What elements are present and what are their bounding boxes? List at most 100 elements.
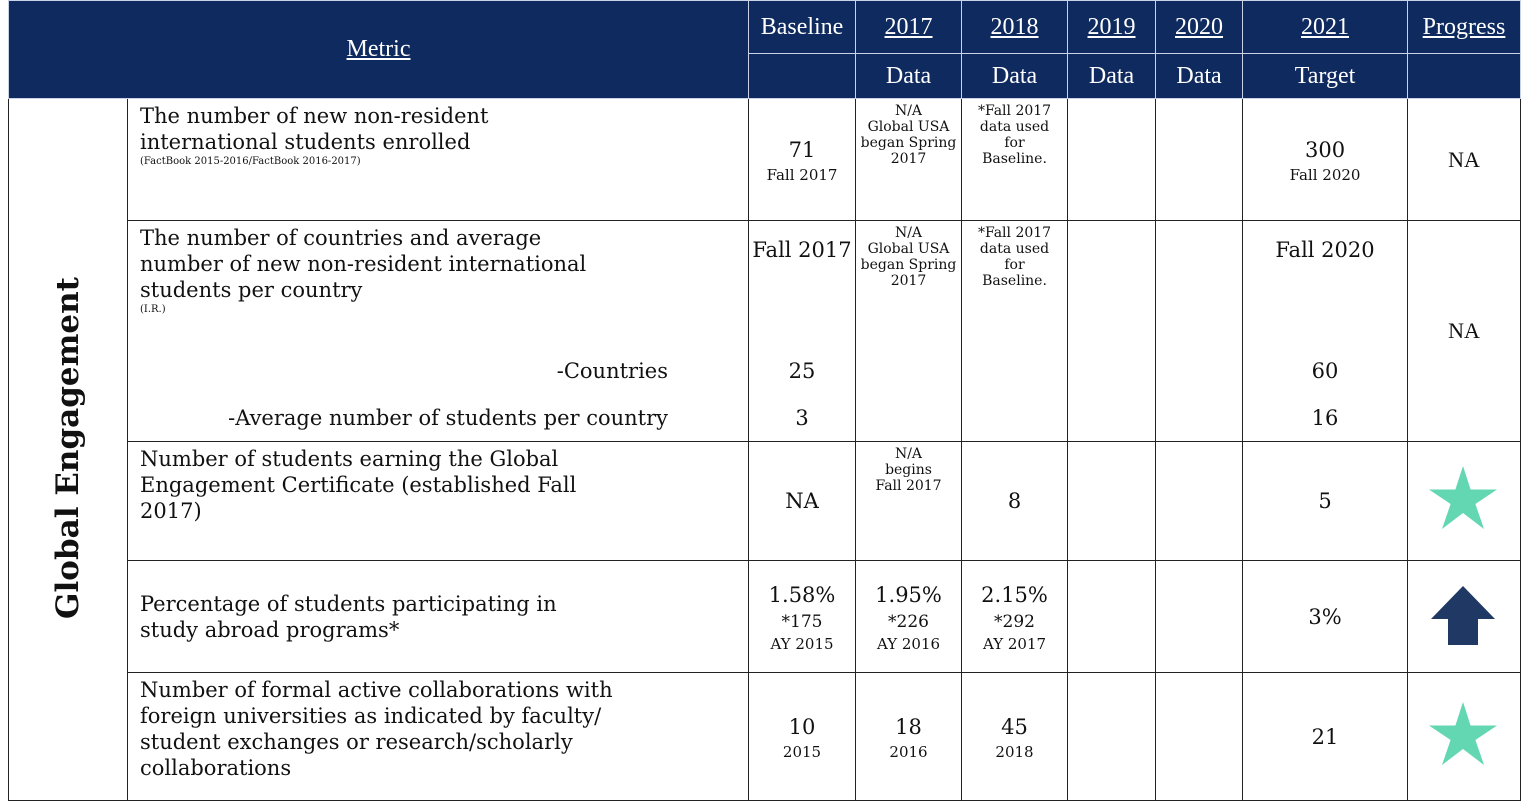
cell-line: international students enrolled	[140, 130, 471, 154]
section-label: Global Engagement	[50, 276, 86, 619]
header-metric: Metric	[346, 36, 411, 62]
metric-source: (FactBook 2015-2016/FactBook 2016-2017)	[140, 156, 361, 167]
data-cell: Fall 2017	[748, 220, 857, 346]
data-cell: Fall 2020	[1242, 220, 1409, 346]
header-cell: 2018	[961, 0, 1069, 54]
header-cell: 2017	[855, 0, 963, 54]
data-cell: *Fall 2017 data used for Baseline.	[961, 220, 1069, 442]
header-sub: Data	[855, 53, 963, 99]
cell-line: 8	[1007, 489, 1022, 513]
data-cell: N/A Global USA began Spring 2017	[855, 220, 963, 442]
cell-line: foreign universities as indicated by fac…	[140, 704, 602, 728]
cell-line: 45	[1001, 714, 1028, 739]
cell-line: 300	[1304, 137, 1346, 162]
cell-line: data used	[979, 241, 1050, 257]
cell-line: 71	[788, 137, 816, 162]
cell-line: for	[1004, 135, 1025, 151]
cell-line: Number of formal active collaborations w…	[140, 678, 613, 702]
data-cell: 8	[961, 441, 1069, 561]
cell-line: Global USA	[867, 119, 950, 135]
progress-cell: NA	[1407, 220, 1522, 442]
data-cell: *Fall 2017 data used for Baseline.	[961, 98, 1069, 221]
empty-cell	[1155, 98, 1244, 221]
cell-line: *226	[888, 611, 929, 632]
header-cell	[748, 53, 857, 99]
sub-value: 25	[748, 345, 857, 396]
header-row: Data Data Data Data Target	[9, 53, 1522, 99]
empty-cell	[1067, 220, 1157, 442]
cell-line: AY 2017	[982, 634, 1047, 653]
body-row: Global Engagement The number of new non-r…	[8, 98, 1522, 801]
cell-line: Fall 2017	[875, 478, 942, 494]
cell-line: Fall 2017	[766, 165, 838, 184]
cell-line: Percentage of students participating in	[140, 591, 557, 616]
empty-cell	[1155, 220, 1244, 442]
cell-line: Baseline.	[982, 273, 1047, 289]
empty-cell	[1067, 98, 1157, 221]
cell-line: 1.95%	[875, 582, 942, 607]
data-cell: 5	[1242, 441, 1409, 561]
data-cell: 300 Fall 2020	[1242, 98, 1409, 221]
data-cell: 21	[1242, 672, 1409, 801]
cell-line: The number of countries and average	[140, 226, 542, 250]
header-cell: 2021	[1242, 0, 1409, 54]
cell-line: 5	[1318, 489, 1332, 513]
star-icon	[1429, 702, 1497, 765]
cell-line: for	[1004, 257, 1025, 273]
header-year: 2018	[990, 13, 1039, 40]
body-row: Number of students earning the Global Eng…	[9, 441, 1522, 561]
cell-line: 21	[1311, 724, 1339, 749]
cell-line: began Spring	[860, 135, 957, 151]
cell-line: 2015	[782, 742, 822, 761]
body-row: Percentage of students participating in s…	[9, 560, 1522, 673]
cell-line: *Fall 2017	[977, 103, 1052, 119]
header-year: 2020	[1175, 13, 1224, 40]
cell-line: 3%	[1308, 604, 1342, 629]
progress-cell: NA	[1407, 98, 1522, 221]
header-sub: Data	[1067, 53, 1157, 99]
body-subrow: -Countries 25 60	[9, 345, 1521, 396]
sub-value: 16	[1242, 395, 1409, 442]
cell-line: *175	[781, 611, 823, 632]
cell-line: 2.15%	[981, 582, 1048, 607]
header-sub: Data	[1155, 53, 1244, 99]
empty-cell	[1155, 441, 1244, 561]
cell-line: student exchanges or research/scholarly	[140, 730, 573, 754]
data-cell: 1.95% *226 AY 2016	[855, 560, 963, 673]
header-row: Metric Baseline 2017 2018 2019 2020 2021 Progre…	[7, 0, 1522, 99]
cell-line: number of new non-resident international	[140, 252, 587, 276]
cell-line: 2017	[890, 273, 927, 289]
cell-line: Baseline.	[982, 151, 1047, 167]
header-progress: Progress	[1422, 13, 1506, 40]
data-cell: 3%	[1242, 560, 1409, 673]
header-year: 2017	[884, 13, 933, 40]
cell-line: 2016	[889, 742, 928, 761]
data-cell: 18 2016	[855, 672, 963, 801]
cell-line: Engagement Certificate (established Fall	[140, 473, 577, 497]
empty-cell	[1067, 672, 1157, 801]
data-cell: NA	[748, 441, 857, 561]
header-cell: 2019	[1067, 0, 1157, 54]
empty-cell	[1155, 560, 1244, 673]
sub-label: -Average number of students per country	[126, 395, 750, 442]
data-cell: 2.15% *292 AY 2017	[961, 560, 1069, 673]
cell-line: began Spring	[860, 257, 957, 273]
cell-line: N/A	[894, 103, 923, 119]
data-cell: N/A Global USA began Spring 2017	[855, 98, 963, 221]
cell-line: 1.58%	[768, 582, 836, 607]
cell-line: study abroad programs*	[140, 617, 400, 642]
cell-line: 10	[788, 714, 816, 739]
metric-cell: The number of countries and average numbe…	[126, 220, 750, 346]
progress-text: NA	[1448, 146, 1480, 172]
header-year: 2021	[1301, 13, 1350, 40]
cell-line: 18	[895, 714, 922, 739]
star-icon	[1429, 466, 1497, 529]
cell-line: *Fall 2017	[977, 225, 1052, 241]
header-cell: Baseline	[748, 0, 857, 54]
body-row: Number of formal active collaborations w…	[9, 672, 1522, 801]
cell-line: data used	[979, 119, 1050, 135]
header-sub: Target	[1242, 53, 1409, 99]
cell-line: Fall 2017	[752, 238, 852, 262]
sub-value: 60	[1242, 345, 1409, 396]
cell-line: 2017)	[140, 499, 202, 523]
